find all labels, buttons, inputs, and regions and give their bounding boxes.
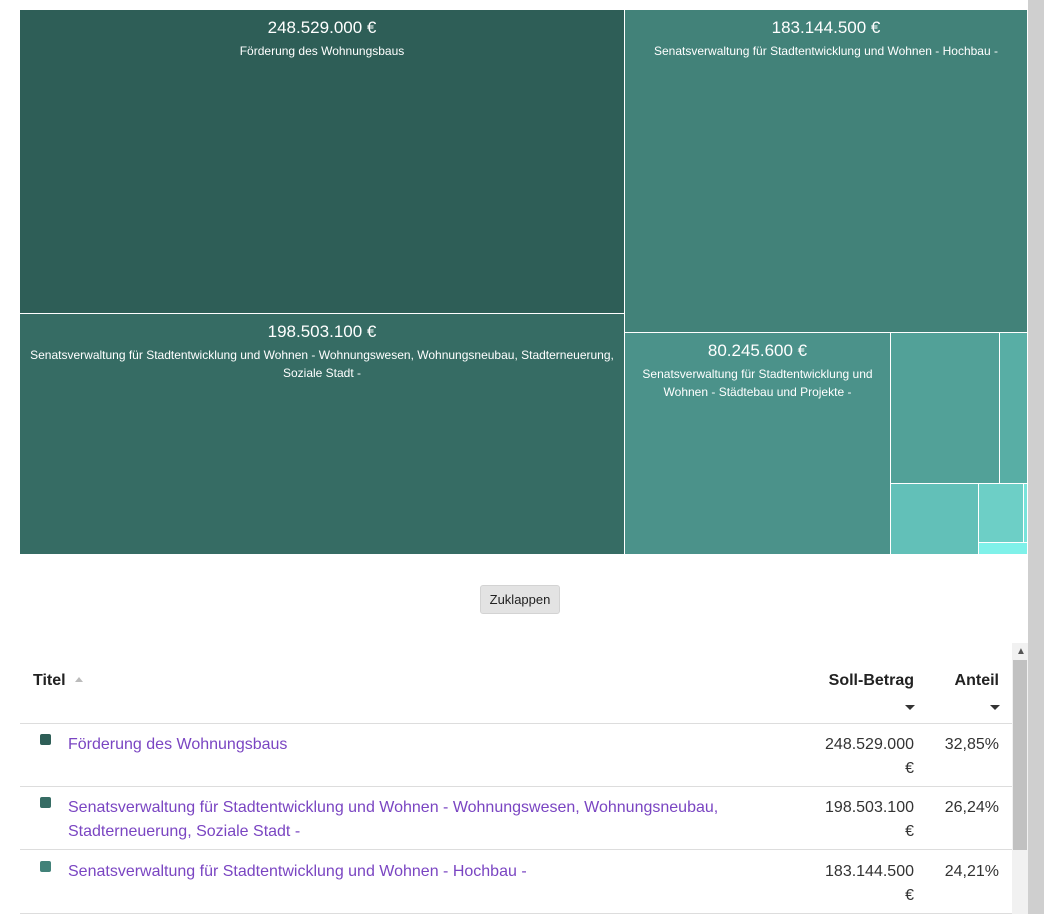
treemap-tile-small[interactable] (979, 543, 1028, 555)
treemap-tile-small[interactable] (1024, 484, 1028, 543)
table-row: Senatsverwaltung für Stadtentwicklung un… (20, 787, 1012, 850)
tile-label: Förderung des Wohnungsbaus (239, 44, 405, 58)
tile-amount: 198.503.100 € (267, 322, 377, 341)
treemap-tile-small[interactable] (891, 333, 1000, 484)
color-swatch-icon (40, 861, 51, 872)
treemap-tile-wohnungswesen[interactable]: 198.503.100 € Senatsverwaltung für Stadt… (20, 314, 625, 555)
treemap-tile-small[interactable] (1000, 333, 1028, 484)
row-amount: 248.529.000 € (825, 736, 914, 777)
row-share: 24,21% (944, 863, 999, 880)
row-amount: 198.503.100 € (825, 799, 914, 840)
budget-treemap: 248.529.000 € Förderung des Wohnungsbaus… (20, 10, 1028, 555)
treemap-tile-staedtebau[interactable]: 80.245.600 € Senatsverwaltung für Stadte… (625, 333, 891, 555)
row-share: 26,24% (944, 799, 999, 816)
scroll-up-arrow-icon[interactable]: ▲ (1016, 646, 1026, 657)
color-swatch-icon (40, 734, 51, 745)
tile-label: Senatsverwaltung für Stadtentwicklung un… (642, 367, 873, 399)
table-row: Senatsverwaltung für Stadtentwicklung un… (20, 851, 1012, 914)
column-header-share[interactable]: Anteil (954, 672, 999, 689)
tile-label: Senatsverwaltung für Stadtentwicklung un… (654, 44, 998, 58)
treemap-tile-small[interactable] (979, 484, 1024, 543)
row-amount: 183.144.500 € (825, 863, 914, 904)
treemap-tile-foerderung-wohnungsbau[interactable]: 248.529.000 € Förderung des Wohnungsbaus (20, 10, 625, 314)
treemap-tile-small[interactable] (891, 484, 979, 555)
row-title-link[interactable]: Senatsverwaltung für Stadtentwicklung un… (68, 863, 527, 880)
treemap-tile-hochbau[interactable]: 183.144.500 € Senatsverwaltung für Stadt… (625, 10, 1028, 333)
table-row: Förderung des Wohnungsbaus 248.529.000 €… (20, 724, 1012, 787)
table-header: Titel Soll-Betrag Anteil (20, 643, 1012, 724)
sort-descending-icon[interactable] (905, 705, 915, 710)
column-header-title[interactable]: Titel (33, 672, 66, 689)
color-swatch-icon (40, 797, 51, 808)
row-title-link[interactable]: Förderung des Wohnungsbaus (68, 736, 288, 753)
table-scrollbar[interactable]: ▲ (1012, 643, 1028, 914)
page-scrollbar[interactable] (1028, 0, 1044, 914)
tile-amount: 248.529.000 € (267, 18, 377, 37)
collapse-button[interactable]: Zuklappen (480, 585, 560, 614)
scrollbar-thumb[interactable] (1013, 660, 1027, 850)
tile-amount: 80.245.600 € (707, 341, 808, 360)
sort-descending-icon[interactable] (990, 705, 1000, 710)
tile-amount: 183.144.500 € (771, 18, 881, 37)
row-title-link[interactable]: Senatsverwaltung für Stadtentwicklung un… (68, 799, 719, 840)
budget-table: Titel Soll-Betrag Anteil Förderung des W… (20, 643, 1012, 914)
row-share: 32,85% (944, 736, 999, 753)
tile-label: Senatsverwaltung für Stadtentwicklung un… (30, 348, 614, 380)
column-header-amount[interactable]: Soll-Betrag (828, 672, 914, 689)
sort-ascending-icon[interactable] (75, 677, 83, 682)
